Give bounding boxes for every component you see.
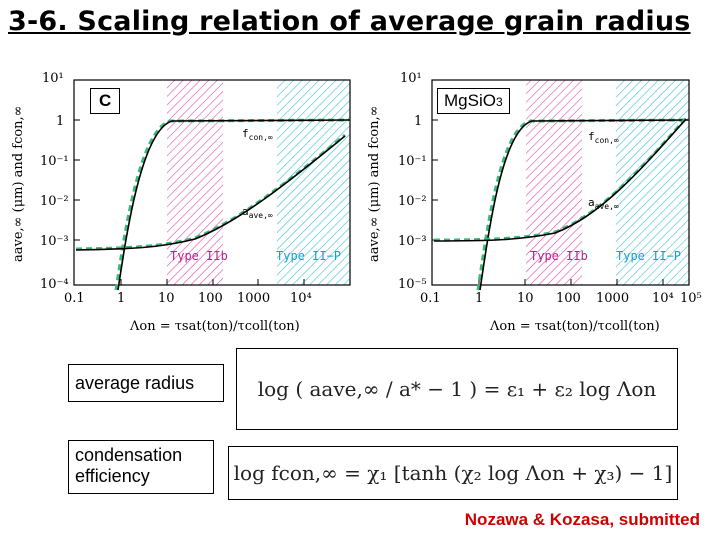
model-a-curve <box>433 118 687 242</box>
y-tick-label: 10⁻¹ <box>398 154 427 169</box>
condensation-efficiency-label-box: condensation efficiency <box>68 440 214 494</box>
f-curve-label: fcon,∞ <box>242 127 273 142</box>
type-iib-band <box>167 80 223 285</box>
panel-label-c: C <box>90 88 121 114</box>
average-radius-equation-box: log ( aave,∞ / a* − 1 ) = ε₁ + ε₂ log Λo… <box>236 348 678 430</box>
condensation-efficiency-equation: log fcon,∞ = χ₁ [tanh (χ₂ log Λon + χ₃) … <box>233 461 673 485</box>
x-tick-label: 10⁴ <box>290 291 312 306</box>
model-f-curve <box>479 119 690 291</box>
panel-label-mgsio3: MgSiO3 <box>437 88 510 114</box>
panel-mgsio3: 10¹ 1 10⁻¹ 10⁻² 10⁻³ 10⁻⁵ 0.1 1 10 100 1… <box>367 71 702 334</box>
average-radius-equation: log ( aave,∞ / a* − 1 ) = ε₁ + ε₂ log Λo… <box>257 377 657 401</box>
x-tick-label: 0.1 <box>64 291 85 306</box>
x-tick-label: 1000 <box>237 291 270 306</box>
condensation-efficiency-equation-box: log fcon,∞ = χ₁ [tanh (χ₂ log Λon + χ₃) … <box>228 446 678 500</box>
x-tick-label: 0.1 <box>420 291 441 306</box>
fit-f-curve <box>476 118 690 291</box>
y-tick-label: 10¹ <box>42 71 64 86</box>
y-tick-label: 1 <box>56 114 64 129</box>
y-axis-label: aave,∞ (μm) and fcon,∞ <box>367 105 382 262</box>
x-tick-label: 10⁵ <box>680 291 702 306</box>
type-iib-band <box>526 80 582 285</box>
type-iip-label: Type II−P <box>276 249 341 263</box>
y-tick-label: 1 <box>414 114 422 129</box>
axes-frame <box>73 79 351 286</box>
axes-frame <box>431 79 690 286</box>
y-tick-label: 10¹ <box>400 71 422 86</box>
y-tick-label: 10⁻³ <box>398 234 427 249</box>
panel-c: 10¹ 1 10⁻¹ 10⁻² 10⁻³ 10⁻⁴ 0.1 1 10 100 1… <box>11 71 351 334</box>
type-iip-band <box>277 80 350 285</box>
type-iib-label: Type IIb <box>170 249 228 263</box>
model-f-curve <box>117 119 351 291</box>
f-curve-label: fcon,∞ <box>588 130 619 145</box>
average-radius-label: average radius <box>75 372 195 393</box>
x-axis-label: Λon = τsat(ton)/τcoll(ton) <box>129 319 300 334</box>
average-radius-label-box: average radius <box>68 364 224 402</box>
condensation-efficiency-label: condensation efficiency <box>75 445 183 486</box>
x-tick-label: 10 <box>517 291 534 306</box>
y-tick-label: 10⁻⁵ <box>398 277 427 292</box>
x-tick-label: 10⁴ <box>652 291 674 306</box>
fit-f-curve <box>114 118 351 291</box>
x-tick-label: 1000 <box>596 291 629 306</box>
x-tick-label: 1 <box>117 291 125 306</box>
y-tick-label: 10⁻² <box>398 194 427 209</box>
x-tick-label: 1 <box>475 291 483 306</box>
x-tick-label: 100 <box>556 291 581 306</box>
y-tick-label: 10⁻¹ <box>40 154 69 169</box>
a-curve-label: aave,∞ <box>242 205 273 220</box>
citation: Nozawa & Kozasa, submitted <box>464 510 700 529</box>
x-tick-label: 10 <box>158 291 175 306</box>
type-iip-label: Type II−P <box>616 249 681 263</box>
y-tick-label: 10⁻³ <box>40 234 69 249</box>
model-a-curve <box>75 135 346 251</box>
y-tick-label: 10⁻⁴ <box>40 277 69 292</box>
y-axis-label: aave,∞ (μm) and fcon,∞ <box>11 105 26 262</box>
type-iib-label: Type IIb <box>530 249 588 263</box>
y-tick-label: 10⁻² <box>40 194 69 209</box>
a-curve-label: aave,∞ <box>588 196 619 211</box>
fit-a-curve <box>433 117 688 242</box>
x-axis-label: Λon = τsat(ton)/τcoll(ton) <box>489 319 660 334</box>
x-tick-label: 100 <box>198 291 223 306</box>
page-title: 3-6. Scaling relation of average grain r… <box>8 6 691 37</box>
figure-plots: 10¹ 1 10⁻¹ 10⁻² 10⁻³ 10⁻⁴ 0.1 1 10 100 1… <box>11 71 702 334</box>
